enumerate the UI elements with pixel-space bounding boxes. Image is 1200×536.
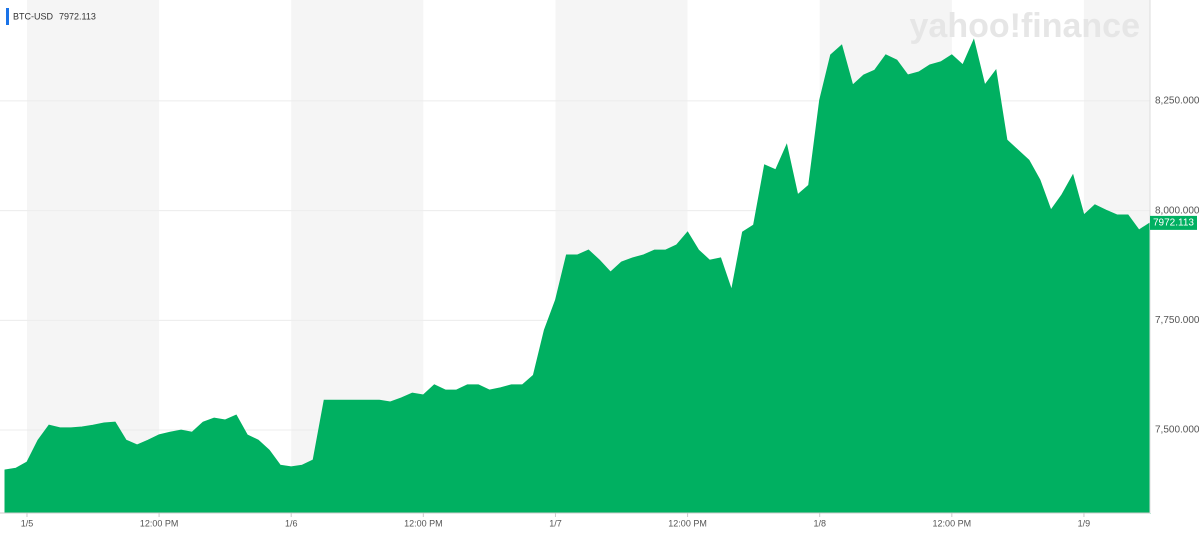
x-tick-label: 1/7 [549, 518, 562, 528]
last-price-tag [1150, 215, 1197, 230]
legend-symbol: BTC-USD [13, 11, 53, 21]
watermark: yahoo!finance [910, 7, 1140, 45]
price-area [4, 38, 1151, 514]
y-tick-label: 8,000.000 [1155, 205, 1200, 216]
y-tick-label: 7,750.000 [1155, 315, 1200, 326]
legend-value: 7972.113 [59, 11, 96, 21]
plot [4, 38, 1151, 514]
y-tick-label: 8,250.000 [1155, 96, 1200, 107]
x-tick-label: 12:00 PM [140, 518, 179, 528]
x-tick-label: 1/8 [813, 518, 826, 528]
x-tick-label: 12:00 PM [668, 518, 707, 528]
x-tick-label: 1/6 [285, 518, 298, 528]
x-tick-label: 12:00 PM [404, 518, 443, 528]
x-tick-label: 12:00 PM [933, 518, 972, 528]
x-tick-label: 1/9 [1078, 518, 1091, 528]
y-tick-label: 7,500.000 [1155, 425, 1200, 436]
x-tick-label: 1/5 [21, 518, 34, 528]
legend-swatch [6, 8, 9, 25]
last-price-label: 7972.113 [1153, 218, 1194, 229]
